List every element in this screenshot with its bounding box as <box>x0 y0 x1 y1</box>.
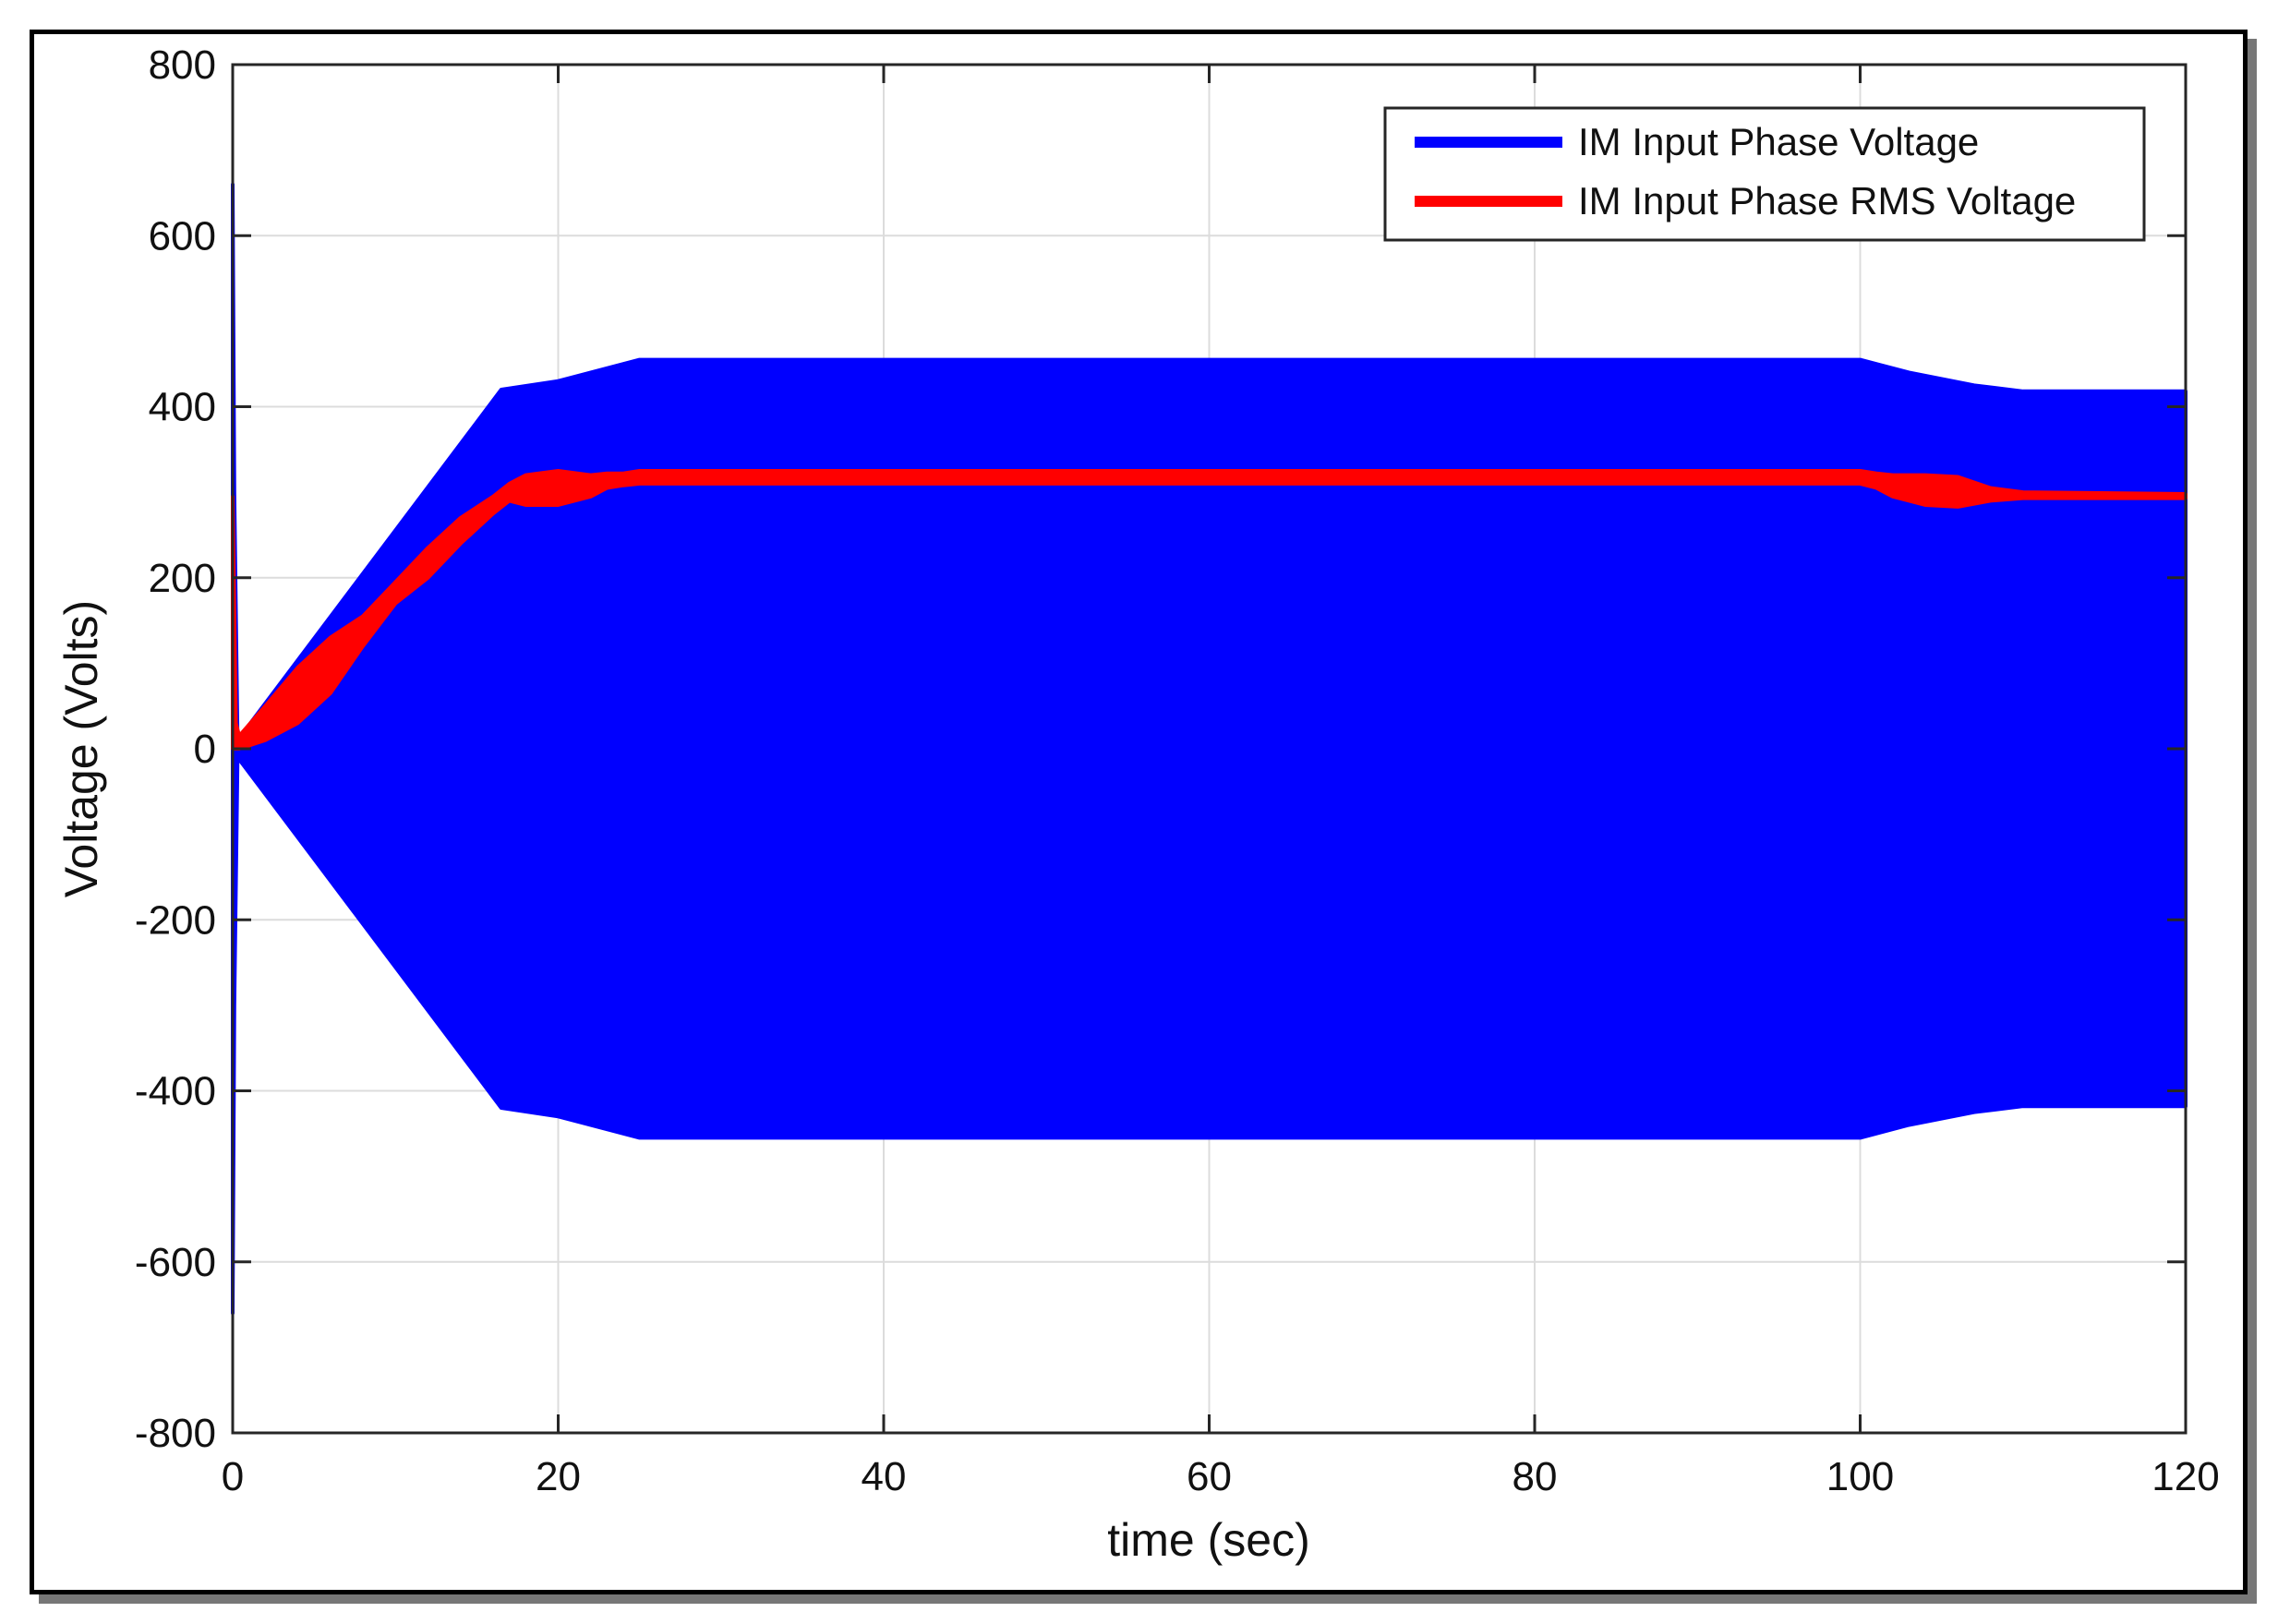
x-tick-labels: 0 20 40 60 80 100 120 <box>222 1454 2220 1499</box>
x-tick-label: 100 <box>1826 1454 1894 1499</box>
tick-marks <box>231 63 2188 1435</box>
x-tick-label: 80 <box>1513 1454 1558 1499</box>
legend-box <box>1383 106 2146 242</box>
y-tick-label: -600 <box>135 1240 216 1285</box>
legend: IM Input Phase Voltage IM Input Phase RM… <box>1383 106 2146 242</box>
x-tick-label: 20 <box>536 1454 581 1499</box>
y-tick-label: -200 <box>135 897 216 943</box>
x-tick-label: 120 <box>2151 1454 2219 1499</box>
y-tick-label: 200 <box>149 556 216 601</box>
x-tick-label: 40 <box>862 1454 907 1499</box>
y-tick-label: 800 <box>149 42 216 88</box>
y-tick-label: 400 <box>149 385 216 430</box>
y-tick-label: 0 <box>194 727 216 772</box>
legend-label-rms: IM Input Phase RMS Voltage <box>1578 179 2076 223</box>
y-tick-labels: -800 -600 -400 -200 0 200 400 600 800 <box>135 42 216 1456</box>
figure-frame: 0 20 40 60 80 100 120 -800 -600 -400 -200 0 200 400 6… <box>30 30 2248 1594</box>
x-tick-label: 0 <box>222 1454 244 1499</box>
x-axis-title: time (sec) <box>1107 1514 1309 1566</box>
voltage-chart: 0 20 40 60 80 100 120 -800 -600 -400 -200 0 200 400 6… <box>55 42 2220 1566</box>
legend-label-voltage: IM Input Phase Voltage <box>1578 120 1979 163</box>
y-tick-label: -400 <box>135 1069 216 1114</box>
x-tick-label: 60 <box>1187 1454 1232 1499</box>
y-tick-label: 600 <box>149 213 216 259</box>
y-axis-title: Voltage (Volts) <box>55 600 107 897</box>
y-tick-label: -800 <box>135 1411 216 1456</box>
